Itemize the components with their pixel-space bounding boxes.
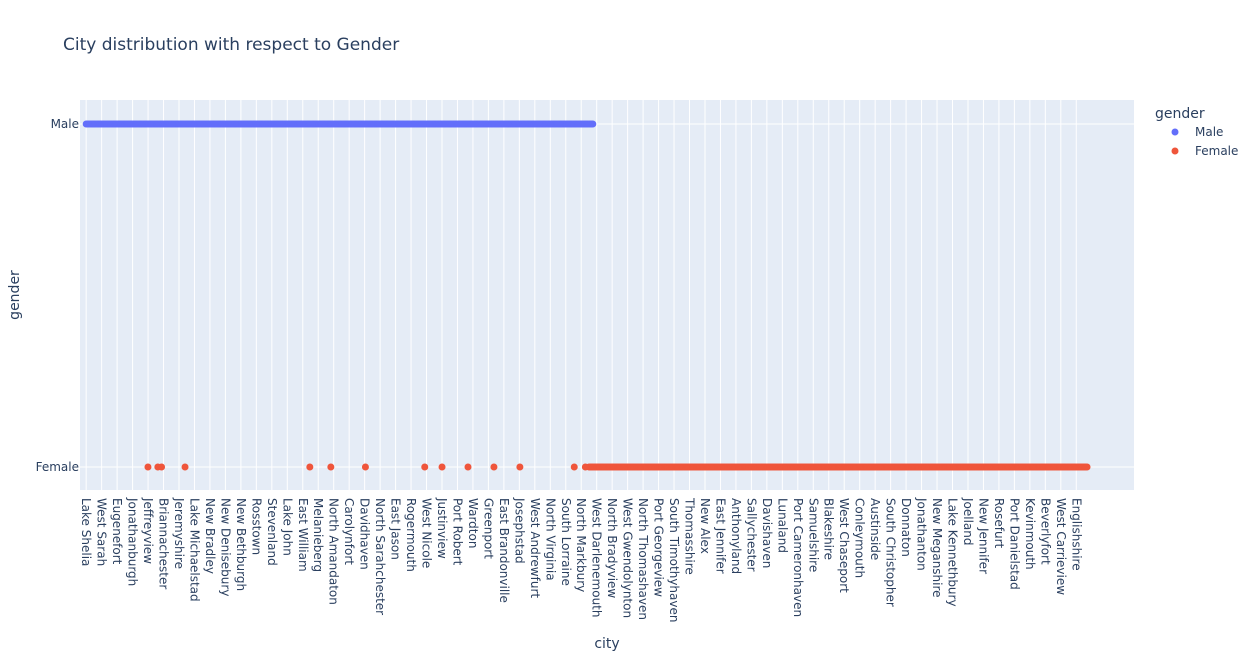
x-tick-label: Lake Shelia [79,498,93,566]
x-tick-label: Lunaland [775,498,789,553]
x-tick-label: Sallychester [744,498,758,572]
x-tick-label: East William [296,498,310,572]
x-tick-label: Kevinmouth [1023,498,1037,570]
x-tick-label: Port Georgeview [652,498,666,597]
x-tick-label: Beverlyfort [1038,498,1052,565]
x-tick-label: Melanieberg [311,498,325,572]
x-tick-label: Lake Michaelstad [187,498,201,602]
x-tick-label: Jeremyshire [172,497,186,569]
x-tick-label: West Darlenemouth [590,498,604,618]
x-tick-label: Eugenefort [110,498,124,565]
data-point-female [516,463,524,471]
x-tick-label: South Timothyhaven [667,498,681,622]
x-tick-label: New Meganshire [930,498,944,598]
data-point-female [421,463,429,471]
data-point-female [144,463,152,471]
x-tick-label: Donnaton [899,498,913,557]
x-tick-label: Port Danielstad [1007,498,1021,590]
x-tick-label: Rosstown [249,498,263,555]
x-tick-label: Josephstad [512,497,526,564]
x-tick-label: West Gwendolynton [621,498,635,618]
x-tick-label: South Lorraine [559,498,573,586]
x-tick-label: Briannachester [157,498,171,589]
x-tick-label: South Christopher [884,498,898,607]
plot-background [80,100,1134,490]
data-point-female [490,463,498,471]
x-tick-label: Lake John [280,498,294,556]
x-tick-label: Carolynfort [342,498,356,565]
legend-label-female: Female [1195,144,1238,158]
x-tick-label: New Bethburgh [234,498,248,591]
data-point-female [1083,463,1091,471]
x-tick-label: North Markbury [574,498,588,592]
data-point-female [158,463,166,471]
x-tick-label: North Thomashaven [636,498,650,620]
data-point-female [327,463,335,471]
x-tick-label: Conleymouth [853,498,867,578]
x-tick-label: Joelland [961,497,975,546]
y-axis-ticks: Male Female [36,117,79,474]
x-tick-label: Davishaven [760,498,774,568]
x-tick-label: Samuelshire [806,498,820,572]
data-point-female [581,463,589,471]
legend-marker-male [1171,128,1179,136]
data-point-male [589,120,597,128]
x-tick-label: North Virginia [543,498,557,581]
x-tick-label: East Jennifer [713,498,727,574]
data-point-female [438,463,446,471]
x-tick-label: Anthonyland [729,498,743,574]
x-tick-label: Jonathanton [915,497,929,571]
x-tick-label: Thomasshire [683,497,697,575]
x-tick-label: Wardton [466,498,480,548]
x-tick-label: West Nicole [420,498,434,568]
legend-title: gender [1155,106,1205,122]
x-tick-label: Englishshire [1069,498,1083,571]
x-tick-label: Port Cameronhaven [791,498,805,617]
y-axis-title: gender [7,270,23,320]
x-tick-label: Justinview [435,497,449,559]
data-point-female [181,463,189,471]
gridlines [80,100,1134,490]
y-tick-label: Female [36,460,79,474]
x-tick-label: West Carrieview [1054,498,1068,595]
y-tick-label: Male [51,117,79,131]
x-tick-label: New Bradley [203,498,217,574]
legend-label-male: Male [1195,125,1223,139]
x-tick-label: Rogermouth [404,498,418,572]
data-point-female [464,463,472,471]
x-tick-label: Lake Kennethbury [946,498,960,607]
x-tick-label: Austinside [868,498,882,560]
x-tick-label: New Jennifer [976,498,990,574]
x-tick-label: Greenport [481,498,495,559]
x-tick-label: West Chaseport [837,498,851,593]
data-point-female [570,463,578,471]
x-tick-label: Jonathanburgh [126,497,140,586]
x-tick-label: Blakeshire [822,498,836,560]
data-point-female [361,463,369,471]
data-point-female [306,463,314,471]
x-tick-label: Jeffreyview [141,497,155,564]
x-tick-label: North Bradyview [605,498,619,598]
x-tick-label: East Brandonville [497,498,511,603]
x-tick-label: North Sarahchester [373,498,387,615]
x-tick-label: Rosefurt [992,498,1006,549]
legend: gender Male Female [1155,106,1238,158]
x-axis-title: city [594,636,619,652]
x-tick-label: East Jason [389,498,403,560]
x-tick-label: Stevenland [265,498,279,566]
x-tick-label: West Sarah [95,498,109,566]
x-axis-ticks: Lake Shelia West Sarah Eugenefort Jonathanb… [79,497,1083,622]
x-tick-label: New Alex [698,498,712,554]
legend-marker-female [1171,147,1179,155]
x-tick-label: Port Robert [450,498,464,566]
x-tick-label: New Denisebury [218,498,232,596]
x-tick-label: North Amandaton [327,498,341,605]
data-points [82,120,1091,471]
x-tick-label: Davidhaven [358,498,372,570]
chart-title: City distribution with respect to Gender [63,35,399,55]
x-tick-label: West Andrewfurt [528,498,542,598]
